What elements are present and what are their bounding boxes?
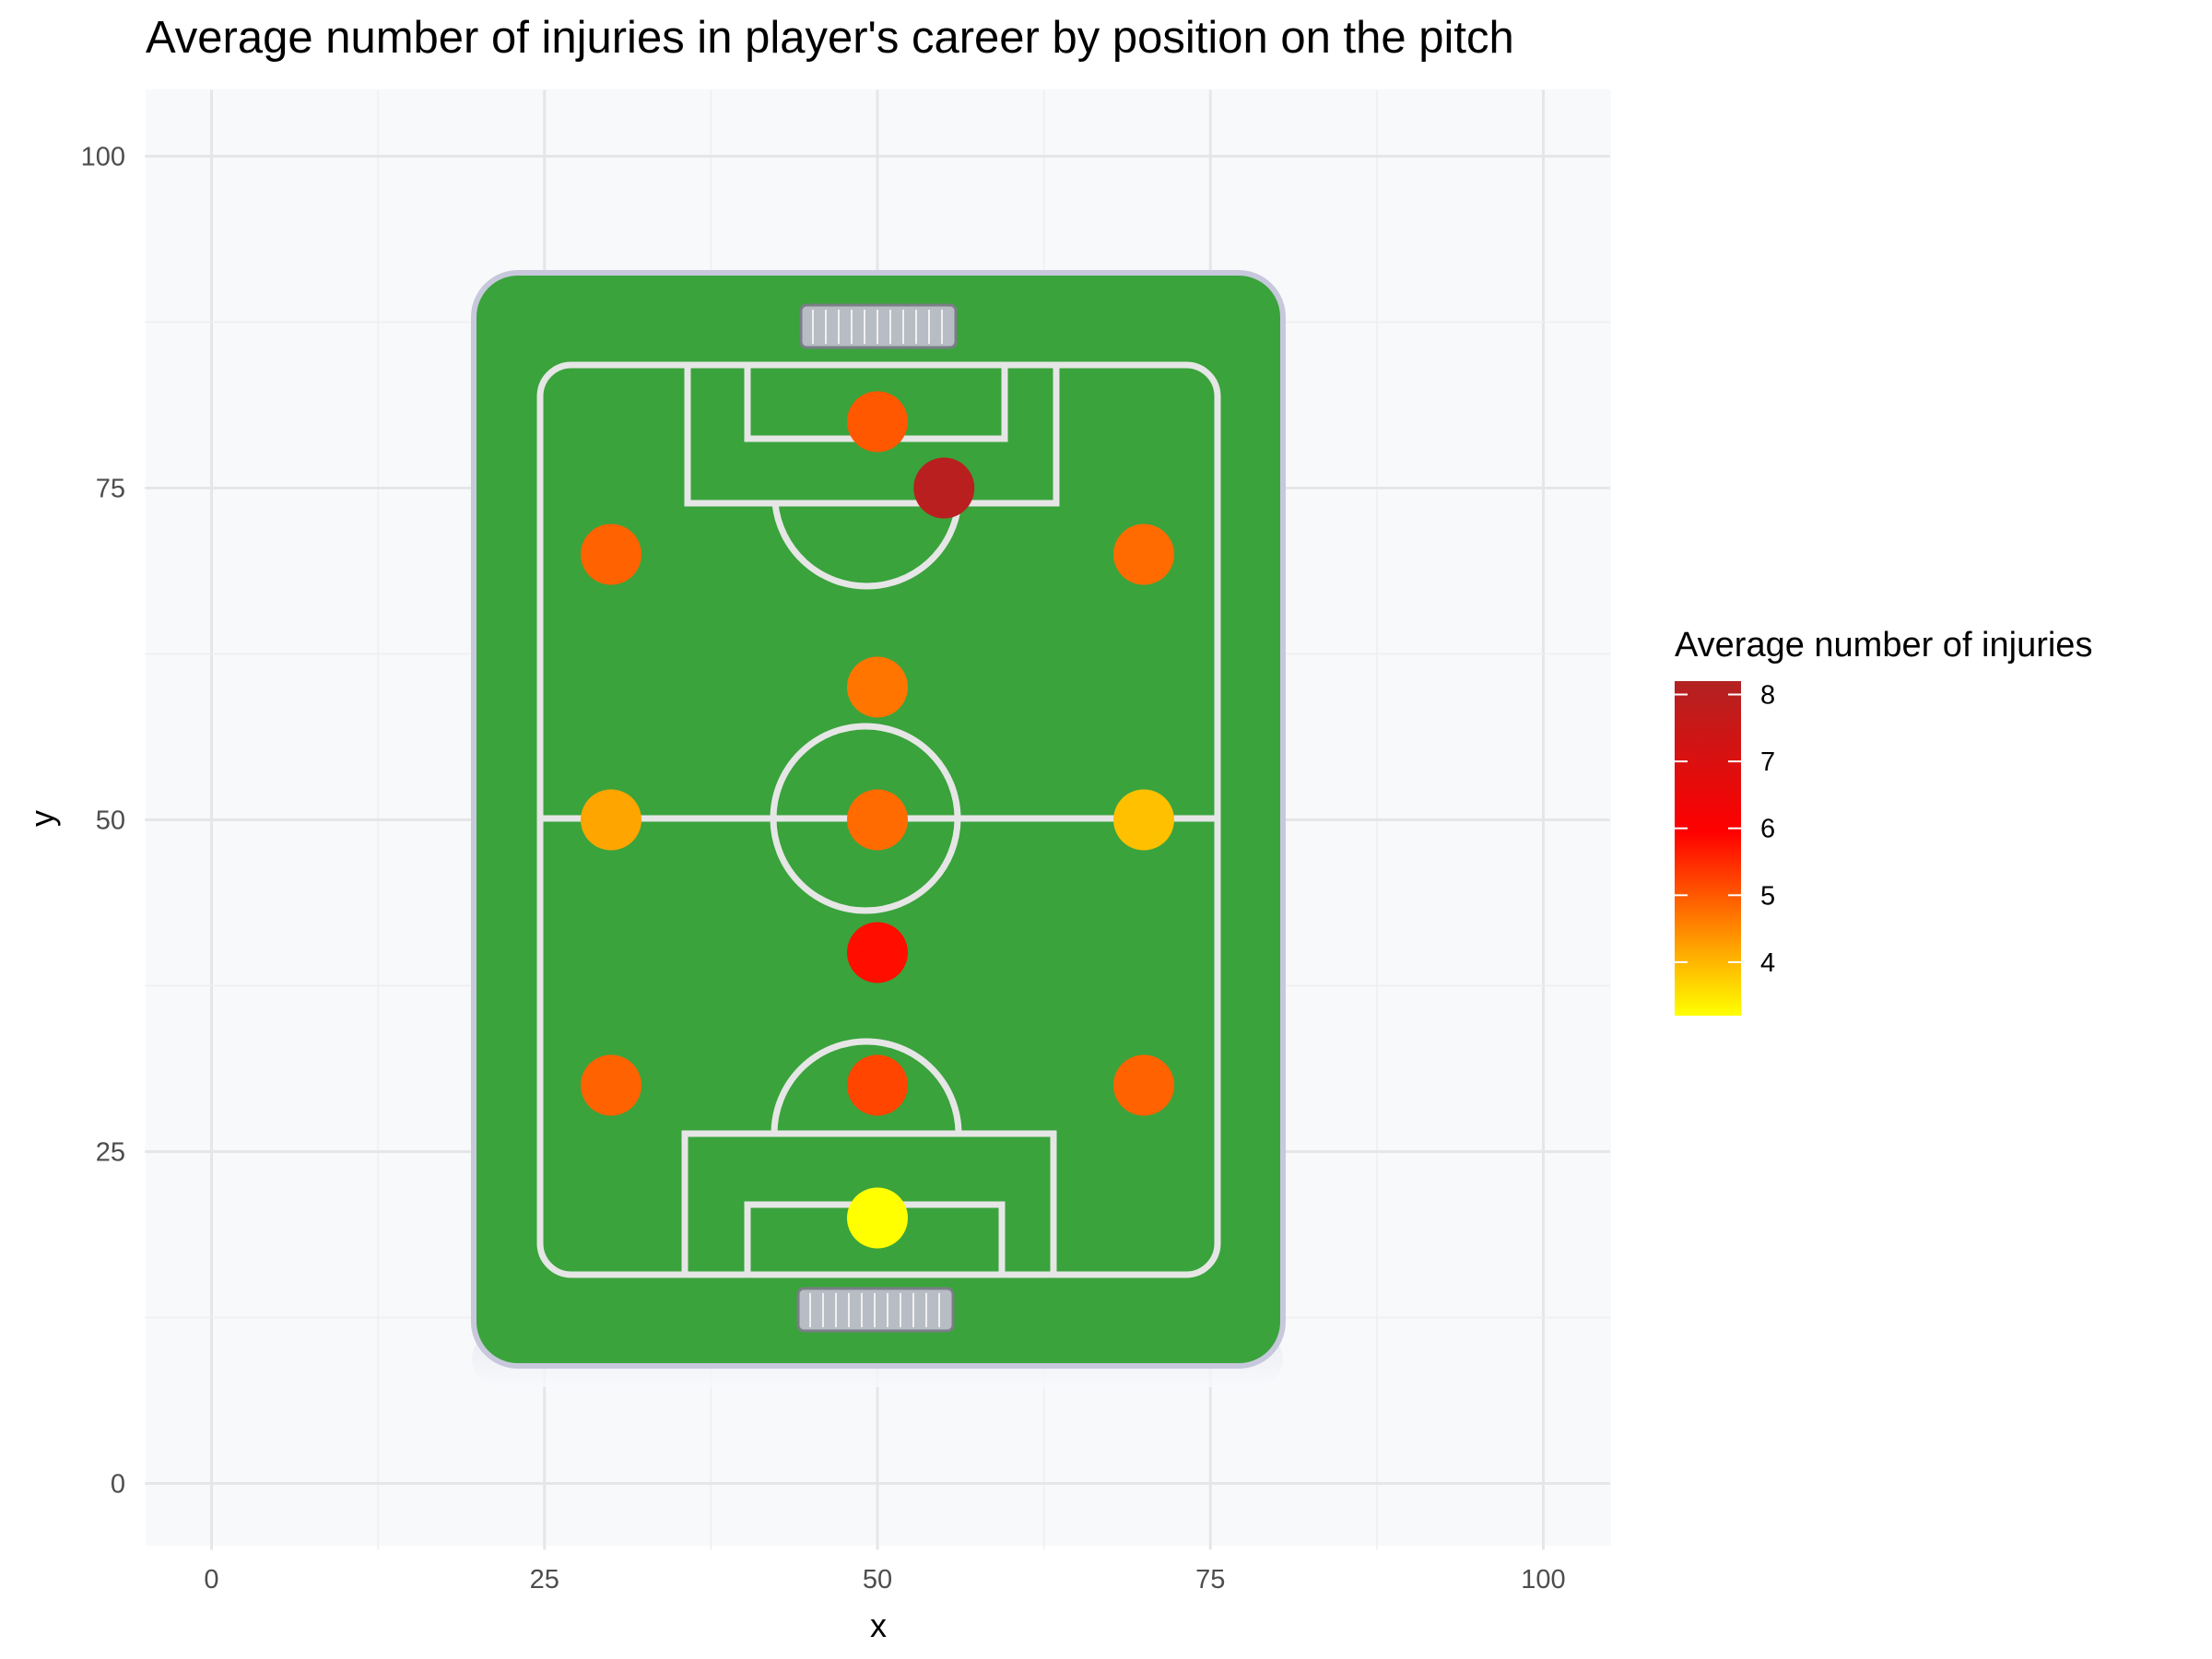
data-point (847, 789, 908, 851)
y-tick-label: 75 (96, 475, 125, 504)
data-point (913, 457, 975, 519)
data-point (847, 922, 908, 983)
data-point (581, 524, 641, 585)
y-tick-label: 50 (96, 806, 125, 836)
bottom-goal-icon (796, 1287, 955, 1333)
data-point (581, 1054, 641, 1116)
data-point (581, 789, 641, 851)
legend-tick-label: 7 (1760, 747, 1775, 777)
legend-title: Average number of injuries (1675, 626, 2092, 665)
x-tick-label: 100 (1521, 1565, 1565, 1594)
data-point (1113, 1054, 1174, 1116)
data-point (847, 391, 908, 453)
legend-tick-label: 4 (1760, 948, 1775, 978)
data-points (581, 391, 1174, 1249)
y-axis-label: y (23, 810, 61, 827)
legend-tick-label: 5 (1760, 881, 1775, 911)
data-point (847, 656, 908, 718)
y-axis-ticks: 0 25 50 75 100 (81, 143, 125, 1500)
color-legend: Average number of injuries 4 5 6 7 8 (1675, 626, 2092, 1016)
legend-ticks: 4 5 6 7 8 (1675, 681, 1775, 978)
data-point (847, 1054, 908, 1116)
x-axis-ticks: 0 25 50 75 100 (204, 1565, 1565, 1594)
x-tick-label: 50 (863, 1565, 892, 1594)
legend-tick-label: 6 (1760, 815, 1775, 844)
y-tick-label: 0 (111, 1470, 125, 1500)
data-point (1113, 789, 1174, 851)
x-tick-label: 0 (204, 1565, 218, 1594)
x-tick-label: 25 (530, 1565, 559, 1594)
chart-title: Average number of injuries in player's c… (146, 13, 1514, 63)
data-point (1113, 524, 1174, 585)
data-point (847, 1187, 908, 1249)
x-tick-label: 75 (1195, 1565, 1225, 1594)
y-tick-label: 25 (96, 1138, 125, 1168)
legend-colorbar (1675, 681, 1741, 1016)
y-tick-label: 100 (81, 143, 125, 172)
legend-tick-label: 8 (1760, 681, 1775, 711)
x-axis-label: x (870, 1606, 887, 1644)
top-goal-icon (799, 303, 958, 349)
